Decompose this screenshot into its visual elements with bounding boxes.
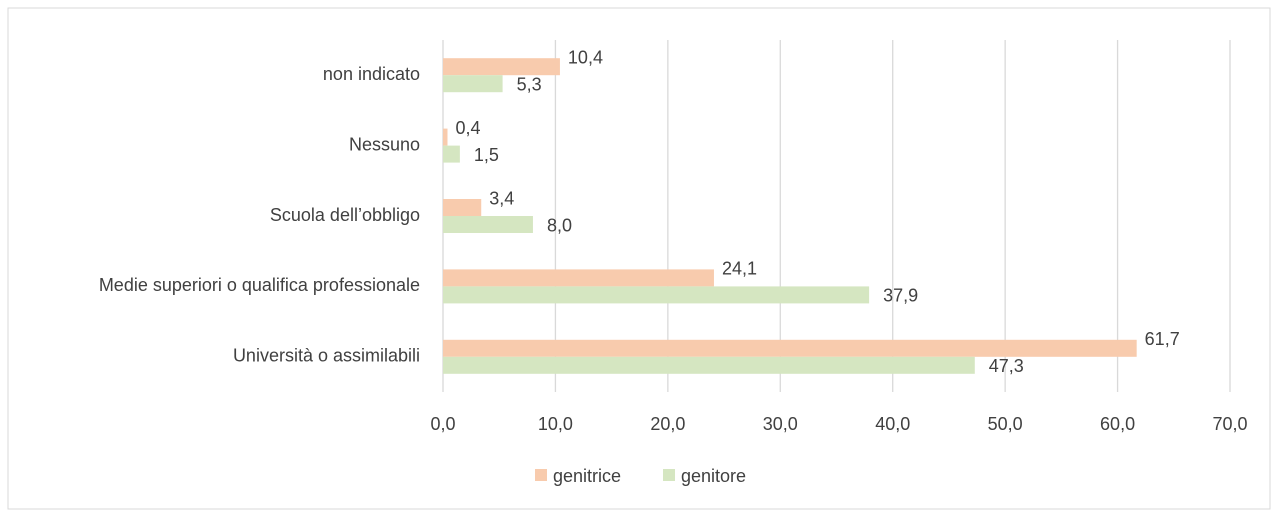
x-tick-label: 20,0 (650, 414, 685, 434)
chart-frame (7, 7, 1271, 510)
bar (443, 75, 503, 93)
value-label: 3,4 (489, 188, 514, 208)
x-tick-label: 40,0 (875, 414, 910, 434)
x-tick-label: 70,0 (1212, 414, 1247, 434)
legend-label: genitrice (553, 466, 621, 486)
bar (443, 339, 1137, 357)
legend-swatch (535, 469, 547, 481)
bar (443, 269, 714, 287)
bar (443, 128, 448, 146)
legend-swatch (663, 469, 675, 481)
value-label: 0,4 (455, 118, 480, 138)
x-tick-label: 0,0 (430, 414, 455, 434)
value-label: 24,1 (722, 259, 757, 279)
bar (443, 145, 460, 163)
x-tick-label: 60,0 (1100, 414, 1135, 434)
y-tick-label: non indicato (323, 64, 420, 84)
value-label: 47,3 (989, 356, 1024, 376)
x-tick-label: 50,0 (988, 414, 1023, 434)
value-label: 5,3 (517, 74, 542, 94)
bar (443, 58, 560, 76)
legend-label: genitore (681, 466, 746, 486)
y-tick-label: Scuola dell’obbligo (270, 205, 420, 225)
y-tick-label: Medie superiori o qualifica professional… (99, 275, 420, 295)
y-tick-label: Università o assimilabili (233, 346, 420, 366)
value-label: 37,9 (883, 286, 918, 306)
bar (443, 216, 533, 233)
value-label: 61,7 (1145, 329, 1180, 349)
bar (443, 286, 870, 304)
y-tick-label: Nessuno (349, 134, 420, 154)
bar (443, 356, 975, 374)
value-label: 10,4 (568, 47, 603, 67)
x-tick-label: 30,0 (763, 414, 798, 434)
value-label: 8,0 (547, 215, 572, 235)
bar (443, 199, 482, 216)
x-tick-label: 10,0 (538, 414, 573, 434)
value-label: 1,5 (474, 145, 499, 165)
